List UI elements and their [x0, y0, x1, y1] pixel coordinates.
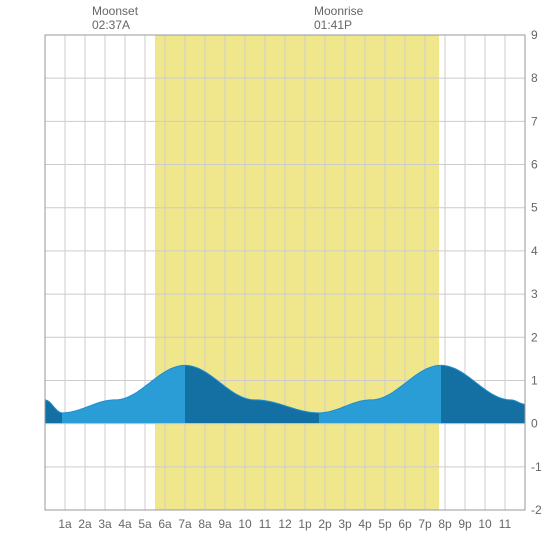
x-tick-label: 10: [478, 517, 492, 531]
x-tick-label: 4a: [118, 517, 132, 531]
x-tick-label: 5p: [378, 517, 392, 531]
moon-event-name: Moonset: [92, 4, 138, 18]
x-tick-label: 9a: [218, 517, 232, 531]
y-tick-label: 7: [531, 114, 538, 128]
y-tick-label: 2: [531, 330, 538, 344]
x-tick-label: 1p: [298, 517, 312, 531]
x-tick-label: 12: [278, 517, 292, 531]
x-tick-label: 11: [259, 517, 272, 531]
y-tick-label: 3: [531, 287, 538, 301]
moon-event-time: 01:41P: [314, 18, 363, 32]
y-tick-label: -1: [531, 460, 542, 474]
y-tick-label: 8: [531, 71, 538, 85]
x-tick-label: 2a: [78, 517, 92, 531]
x-tick-label: 3a: [98, 517, 112, 531]
y-tick-label: 0: [531, 417, 538, 431]
y-tick-label: 4: [531, 244, 538, 258]
x-tick-label: 4p: [358, 517, 372, 531]
tide-chart: Moonset02:37AMoonrise01:41P -2-101234567…: [0, 0, 550, 550]
x-tick-label: 6p: [398, 517, 412, 531]
x-tick-label: 3p: [338, 517, 352, 531]
x-tick-label: 7a: [178, 517, 192, 531]
x-tick-label: 5a: [138, 517, 152, 531]
x-tick-label: 11: [499, 517, 512, 531]
y-tick-label: -2: [531, 503, 542, 517]
x-tick-label: 8a: [198, 517, 212, 531]
x-tick-label: 6a: [158, 517, 172, 531]
x-tick-label: 8p: [438, 517, 452, 531]
daylight-band: [155, 35, 439, 510]
moon-event-label: Moonset02:37A: [92, 4, 138, 33]
x-tick-label: 7p: [418, 517, 432, 531]
x-tick-label: 2p: [318, 517, 332, 531]
moon-event-labels: Moonset02:37A Moonrise01:41P: [0, 0, 550, 30]
x-tick-label: 1a: [58, 517, 72, 531]
moon-event-label: Moonrise01:41P: [314, 4, 363, 33]
moon-event-time: 02:37A: [92, 18, 138, 32]
y-tick-label: 6: [531, 158, 538, 172]
moon-event-name: Moonrise: [314, 4, 363, 18]
x-tick-label: 10: [238, 517, 252, 531]
y-tick-label: 5: [531, 201, 538, 215]
y-tick-label: 1: [531, 373, 538, 387]
chart-svg: -2-101234567891a2a3a4a5a6a7a8a9a1011121p…: [0, 0, 550, 550]
x-tick-label: 9p: [458, 517, 472, 531]
y-tick-label: 9: [531, 28, 538, 42]
